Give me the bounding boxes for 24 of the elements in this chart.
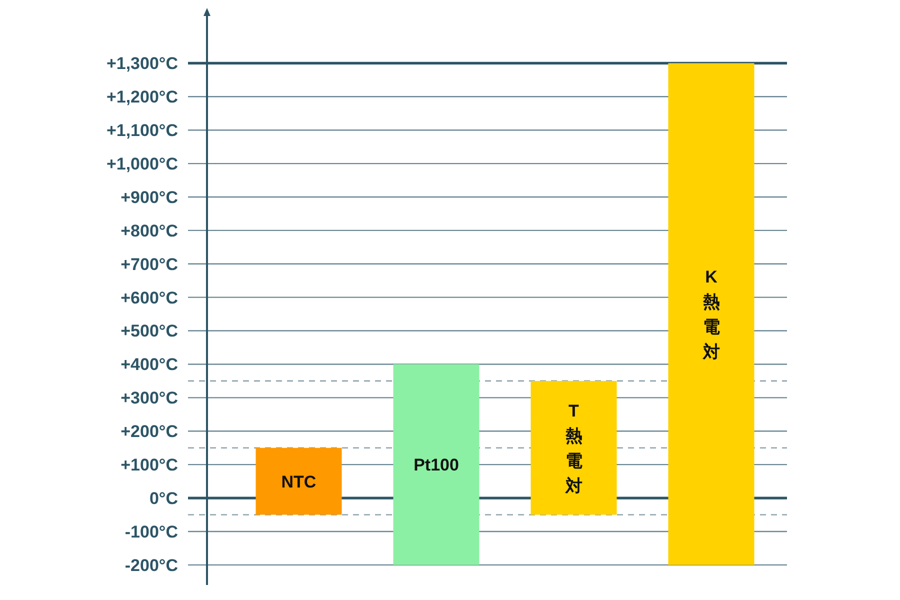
bar: [668, 63, 754, 565]
y-tick-label: 0°C: [149, 488, 178, 508]
x-tick-label: K熱電対: [702, 268, 720, 362]
y-tick-label: +1,000°C: [106, 154, 178, 174]
y-tick-label: +1,100°C: [106, 121, 178, 140]
x-tick-label: NTC: [281, 472, 316, 492]
y-tick-label: +200°C: [120, 422, 178, 442]
y-tick-label: +100°C: [120, 456, 178, 475]
y-tick-label: +400°C: [120, 355, 178, 374]
y-tick-label: +900°C: [120, 188, 178, 207]
bar: [256, 448, 342, 515]
y-tick-label: +300°C: [120, 388, 178, 408]
x-tick-label: T熱電対: [564, 401, 582, 496]
y-tick-label: -200°C: [124, 556, 178, 575]
y-tick-label: +600°C: [120, 288, 178, 308]
y-tick-label: +700°C: [120, 254, 178, 274]
y-tick-label: -100°C: [124, 522, 178, 542]
x-tick-label: Pt100: [414, 456, 459, 475]
bar: [393, 364, 480, 565]
y-tick-label: +1,300°C: [106, 54, 178, 74]
y-tick-label: +1,200°C: [106, 88, 178, 107]
y-tick-label: +500°C: [120, 322, 178, 341]
y-tick-label: +800°C: [120, 221, 178, 240]
bar: [530, 380, 617, 515]
